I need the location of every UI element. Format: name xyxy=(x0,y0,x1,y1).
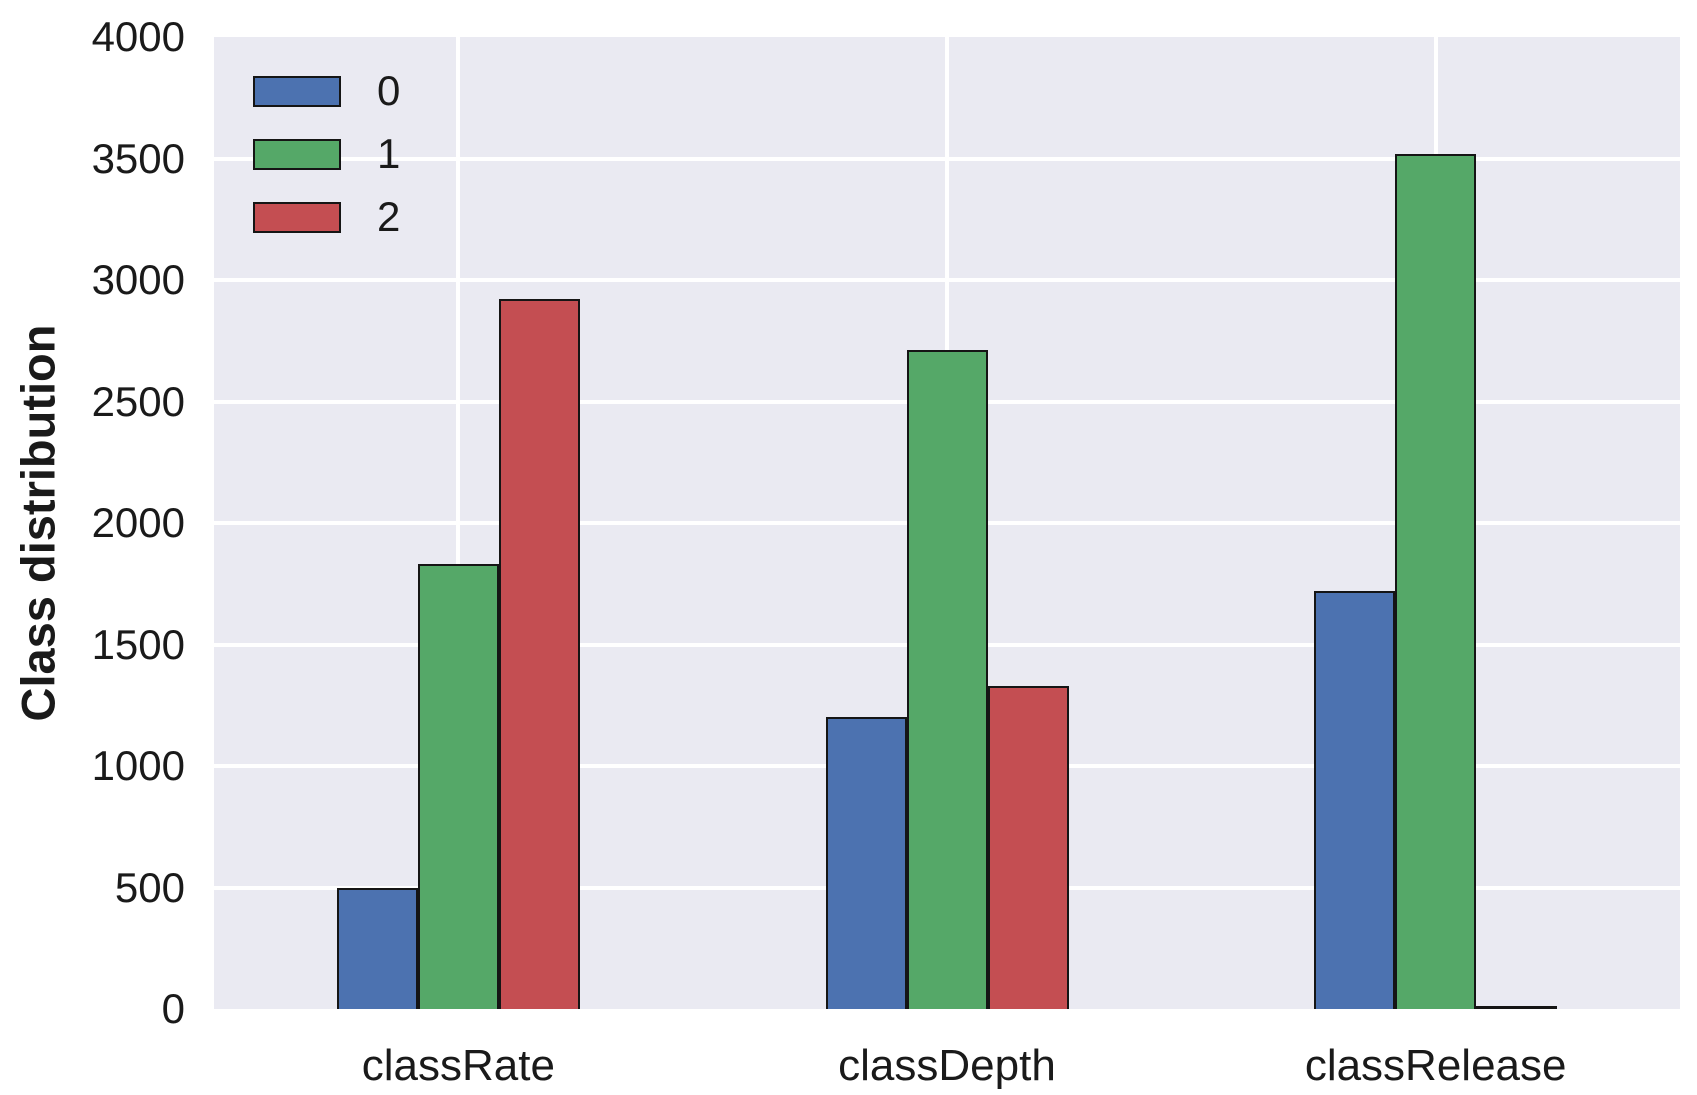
bar-classDepth-series-1 xyxy=(906,350,988,1009)
legend-item-0: 0 xyxy=(253,67,401,114)
y-tick-label-1000: 1000 xyxy=(91,742,185,789)
bar-classRate-series-0 xyxy=(336,887,418,1009)
y-tick-label-3500: 3500 xyxy=(91,134,185,182)
legend-label-0: 0 xyxy=(377,67,401,114)
y-tick-label-2000: 2000 xyxy=(91,499,185,546)
gridline-x-classRate xyxy=(456,37,461,1009)
legend-label-1: 1 xyxy=(377,130,401,177)
legend-swatch-1 xyxy=(253,138,341,170)
bar-classDepth-series-2 xyxy=(987,685,1069,1009)
x-tick-label-classDepth: classDepth xyxy=(838,1041,1056,1090)
bar-classDepth-series-0 xyxy=(825,717,907,1009)
y-tick-label-0: 0 xyxy=(161,985,185,1032)
x-tick-label-classRelease: classRelease xyxy=(1304,1041,1567,1090)
legend: 0 1 2 xyxy=(253,67,401,261)
legend-swatch-0 xyxy=(253,75,341,107)
bar-classRelease-series-2 xyxy=(1476,1006,1558,1009)
bar-classRelease-series-1 xyxy=(1395,153,1477,1009)
y-tick-label-4000: 4000 xyxy=(91,13,185,60)
bar-classRate-series-1 xyxy=(417,564,499,1009)
legend-item-1: 1 xyxy=(253,130,401,177)
x-tick-label-classRate: classRate xyxy=(361,1041,555,1090)
bar-classRate-series-2 xyxy=(498,299,580,1009)
legend-swatch-2 xyxy=(253,201,341,233)
y-tick-label-2500: 2500 xyxy=(91,377,185,425)
plot-area xyxy=(214,37,1680,1009)
y-tick-label-3000: 3000 xyxy=(91,256,185,303)
y-tick-label-500: 500 xyxy=(114,863,185,911)
legend-item-2: 2 xyxy=(253,193,401,240)
y-tick-label-1500: 1500 xyxy=(91,620,185,668)
bar-classRelease-series-0 xyxy=(1314,591,1396,1009)
legend-label-2: 2 xyxy=(377,193,401,240)
